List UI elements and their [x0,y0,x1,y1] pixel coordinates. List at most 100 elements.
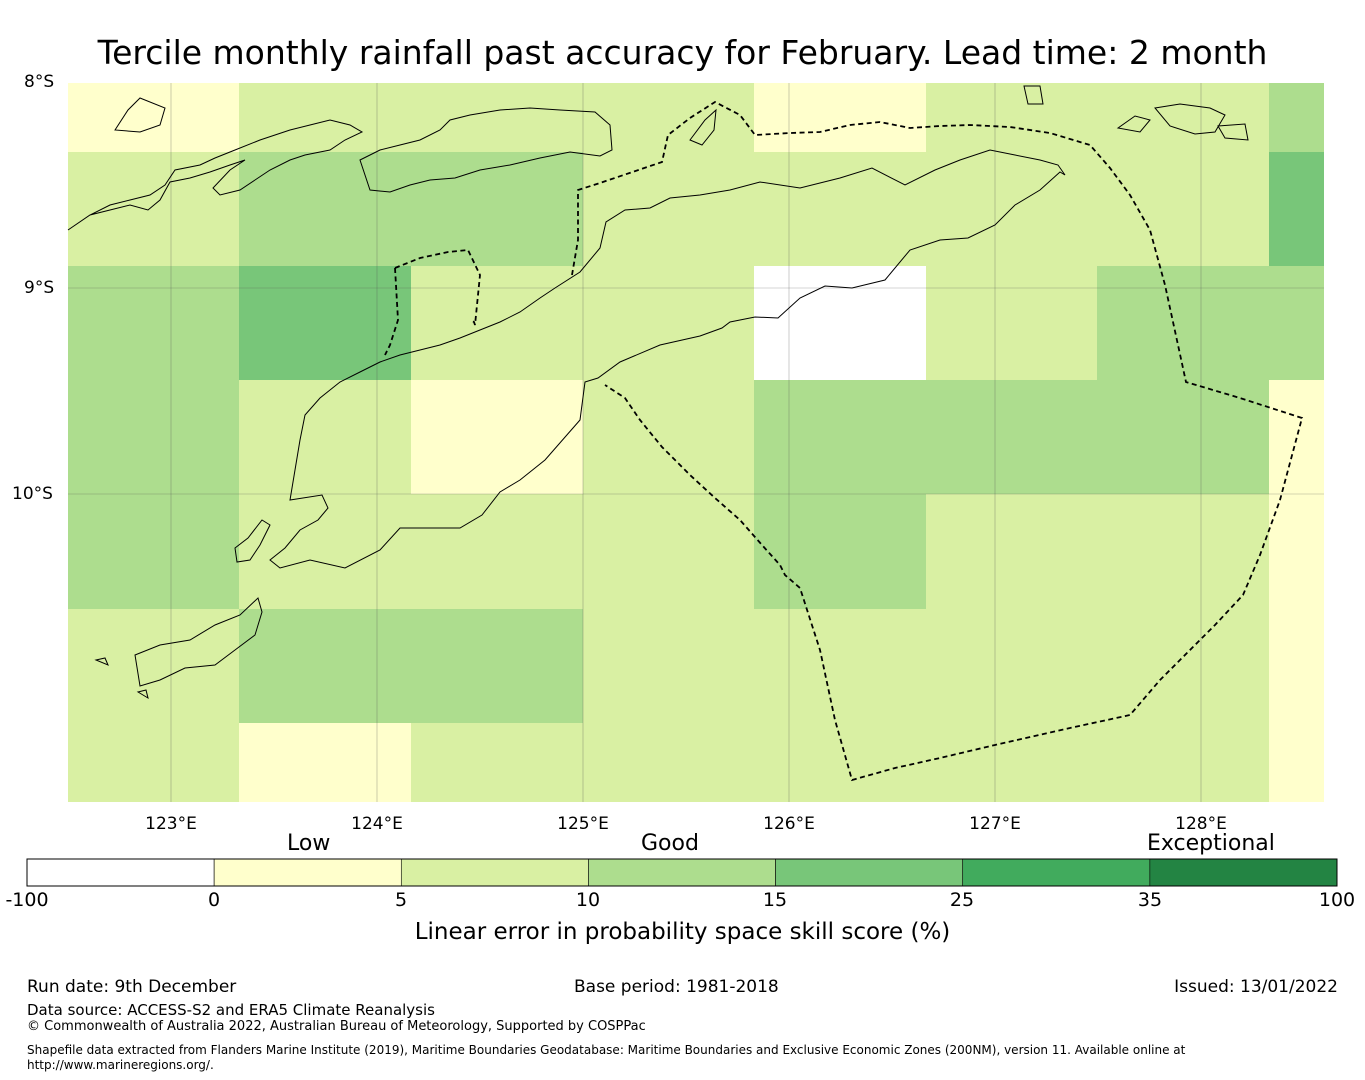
grid-cell [583,266,754,380]
grid-cell [754,266,926,380]
colorbar-tick: 35 [1137,889,1163,911]
babar-island [1116,103,1249,141]
grid-cell [239,609,411,723]
base-period: Base period: 1981-2018 [574,977,779,997]
grid-cell [754,494,926,609]
lon-label-124e: 124°E [351,814,403,834]
shapefile-credit: Shapefile data extracted from Flanders M… [27,1043,1186,1057]
timor-island-coastline [269,149,1066,569]
grid-cell [754,83,926,152]
lat-label-10s: 10°S [12,484,53,504]
grid-cell [583,723,754,802]
colorbar-tick: 100 [1318,889,1356,911]
maritime-boundaries [384,100,1304,782]
grid-cell [926,83,1097,152]
grid-cell [239,494,411,609]
grid-cell [239,380,411,494]
grid-cell [1269,83,1324,152]
colorbar-frame [26,858,1338,887]
grid-cell [68,723,239,802]
grid-cell [583,380,754,494]
grid-cell [754,723,926,802]
roti-coastline [234,519,271,563]
grid-cell [926,723,1097,802]
grid-cell [583,83,754,152]
data-source: Data source: ACCESS-S2 and ERA5 Climate … [27,1001,435,1019]
map-title: Tercile monthly rainfall past accuracy f… [97,33,1268,72]
lat-label-8s: 8°S [24,72,55,92]
lon-label-127e: 127°E [969,814,1021,834]
coastlines [67,85,1249,700]
lon-label-128e: 128°E [1175,814,1227,834]
grid-cell [754,152,926,266]
colorbar-segment [26,858,215,887]
oecusse-boundary-west [384,267,399,356]
colorbar-segment [962,858,1151,887]
lat-label-9s: 9°S [24,278,55,298]
grid-cell [926,494,1097,609]
colorbar-tick: 15 [762,889,788,911]
grid-cell [68,152,239,266]
colorbar-tick: 0 [207,889,221,911]
grid-cell [1269,609,1324,723]
grid-cell [1097,723,1269,802]
grid-cell [583,494,754,609]
grid-cell [68,380,239,494]
grid-cell [239,266,411,380]
issued-date: Issued: 13/01/2022 [1174,977,1338,997]
sawu-coastline [134,597,263,687]
grid-cell [411,152,583,266]
copyright: © Commonwealth of Australia 2022, Austra… [27,1019,646,1034]
graticule [68,83,1324,802]
grid-cell [411,723,583,802]
grid-cell [68,266,239,380]
grid-cell [583,609,754,723]
band-label-good: Good [641,831,699,856]
grid-cell [411,380,583,494]
shapefile-url: http://www.marineregions.org/. [27,1058,214,1072]
skill-score-grid [68,83,1324,802]
colorbar-tick: 25 [949,889,975,911]
grid-cell [1097,494,1269,609]
grid-cell [1269,494,1324,609]
grid-cell [754,380,926,494]
atauro-island [689,108,717,146]
grid-cell [1097,83,1269,152]
colorbar [26,858,1338,887]
grid-cell [1097,152,1269,266]
grid-cell [411,609,583,723]
kisar-island [1023,85,1044,105]
lon-label-126e: 126°E [763,814,815,834]
colorbar-segment [213,858,402,887]
grid-cell [926,266,1097,380]
run-date: Run date: 9th December [27,977,237,997]
grid-cell [754,609,926,723]
colorbar-segment [775,858,964,887]
grid-cell [583,152,754,266]
lon-label-125e: 125°E [557,814,609,834]
grid-cell [1269,266,1324,380]
grid-cell [1269,152,1324,266]
colorbar-tick: 5 [394,889,408,911]
grid-cell [239,83,411,152]
wetar-coastline [359,107,613,193]
colorbar-label: Linear error in probability space skill … [414,919,951,945]
band-label-low: Low [287,831,331,856]
grid-cell [239,723,411,802]
grid-cell [1097,266,1269,380]
grid-cell [926,609,1097,723]
grid-cell [68,83,239,152]
colorbar-tick: 10 [575,889,601,911]
oecusse-boundary [394,249,481,326]
lon-label-123e: 123°E [145,814,197,834]
grid-cell [1269,723,1324,802]
grid-cell [926,380,1097,494]
west-coastline [94,97,166,700]
alor-flores-coastline [67,119,364,231]
grid-cell [1097,609,1269,723]
grid-cell [411,83,583,152]
colorbar-tick: -100 [5,889,49,911]
grid-cell [1269,380,1324,494]
grid-cell [239,152,411,266]
